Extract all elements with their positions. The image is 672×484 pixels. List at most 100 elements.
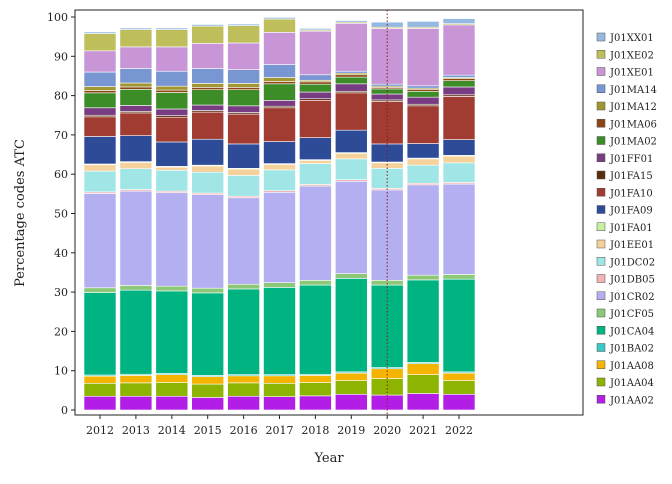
legend-swatch-J01AA02 [596, 395, 606, 404]
legend-label-J01CA04: J01CA04 [609, 326, 654, 337]
bar-segment-J01FA09-2012 [83, 136, 117, 165]
bar-segment-J01CF05-2018 [299, 280, 332, 286]
y-axis-title: Percentage codes ATC [13, 139, 28, 287]
bar-segment-J01XE01-2017 [263, 32, 296, 65]
y-tick-label: 70 [54, 129, 68, 142]
bar-segment-J01FF01-2017 [263, 100, 296, 107]
bar-segment-J01FA09-2015 [191, 138, 224, 166]
bar-segment-J01XE01-2019 [334, 22, 368, 72]
bar-segment-J01FA09-2016 [227, 143, 260, 169]
bar-segment-J01MA06-2013 [119, 86, 153, 90]
legend-label-J01AA04: J01AA04 [609, 378, 654, 389]
y-tick-label: 50 [54, 208, 68, 221]
bar-segment-J01XX01-2015 [191, 24, 224, 27]
bar-segment-J01XX01-2012 [83, 31, 117, 34]
bar-segment-J01XX01-2014 [155, 27, 189, 30]
legend-label-J01MA06: J01MA06 [609, 119, 657, 130]
bar-segment-J01MA12-2013 [119, 82, 153, 88]
bar-segment-J01AA04-2016 [227, 382, 260, 397]
bar-segment-J01XX01-2019 [334, 20, 368, 23]
bar-segment-J01CR02-2021 [406, 184, 440, 276]
legend-swatch-J01MA06 [596, 119, 606, 128]
y-tick-label: 30 [54, 286, 68, 299]
legend-swatch-J01FA09 [596, 205, 606, 214]
bar-segment-J01MA06-2012 [83, 90, 117, 94]
legend-swatch-J01FF01 [596, 153, 606, 162]
x-tick-label: 2018 [301, 424, 329, 437]
bar-segment-J01FA10-2015 [191, 111, 224, 140]
bar-segment-J01EE01-2012 [83, 164, 117, 172]
bar-segment-J01AA08-2022 [442, 372, 476, 381]
bar-segment-J01CA04-2019 [334, 278, 368, 373]
bar-segment-J01XE01-2012 [83, 50, 117, 73]
bar-segment-J01DC02-2013 [119, 168, 153, 190]
bar-segment-J01DC02-2014 [155, 169, 189, 192]
legend-label-J01XE02: J01XE02 [609, 50, 654, 61]
bar-segment-J01XE01-2021 [406, 28, 440, 87]
bar-segment-J01DC02-2018 [299, 163, 332, 185]
bar-segment-J01FF01-2014 [155, 108, 189, 116]
bar-segment-J01MA06-2018 [299, 81, 332, 85]
bar-segment-J01EE01-2022 [442, 155, 476, 164]
bar-segment-J01CA04-2012 [83, 292, 117, 376]
bar-segment-J01EE01-2015 [191, 165, 224, 173]
bar-segment-J01MA12-2015 [191, 83, 224, 88]
bar-segment-J01CA04-2018 [299, 284, 332, 375]
bar-segment-J01AA08-2015 [191, 376, 224, 385]
bar-segment-J01FA10-2016 [227, 113, 260, 145]
legend-label-J01DC02: J01DC02 [609, 257, 655, 268]
legend-swatch-J01CF05 [596, 308, 606, 318]
legend-label-J01CR02: J01CR02 [609, 292, 655, 303]
bar-segment-J01MA02-2022 [442, 80, 476, 88]
bar-segment-J01AA08-2019 [334, 372, 368, 381]
legend-label-J01MA12: J01MA12 [609, 102, 657, 113]
bar-segment-J01AA08-2012 [83, 375, 117, 384]
bar-segment-J01MA14-2017 [263, 64, 296, 78]
x-tick-label: 2020 [373, 424, 401, 437]
bar-segment-J01CA04-2022 [442, 278, 476, 373]
legend-label-J01XE01: J01XE01 [609, 68, 654, 79]
bar-segment-J01AA04-2015 [191, 383, 224, 398]
bar-segment-J01XX01-2013 [119, 27, 153, 30]
bar-segment-J01FF01-2016 [227, 105, 260, 113]
bar-segment-J01AA04-2021 [406, 374, 440, 394]
x-tick-label: 2021 [409, 424, 437, 437]
bar-segment-J01CR02-2017 [263, 191, 296, 283]
legend-swatch-J01AA04 [596, 377, 606, 387]
bar-segment-J01FA09-2019 [334, 129, 368, 153]
bar-segment-J01CR02-2016 [227, 197, 260, 285]
bar-segment-J01DC02-2021 [406, 164, 440, 184]
bar-segment-J01AA04-2019 [334, 380, 368, 395]
legend-swatch-J01FA10 [596, 188, 606, 197]
bar-segment-J01FA10-2013 [119, 112, 153, 136]
bar-segment-J01AA02-2013 [119, 395, 153, 411]
bar-segment-J01MA14-2014 [155, 70, 189, 87]
bar-segment-J01CR02-2015 [191, 194, 224, 289]
bar-segment-J01AA02-2014 [155, 395, 189, 411]
bar-segment-J01MA14-2012 [83, 71, 117, 87]
x-tick-label: 2013 [122, 424, 150, 437]
bar-segment-J01XE01-2016 [227, 42, 260, 70]
bar-segment-J01AA02-2016 [227, 395, 260, 411]
bar-segment-J01FF01-2019 [334, 83, 368, 92]
bar-segment-J01CF05-2012 [83, 287, 117, 293]
bar-segment-J01FF01-2018 [299, 91, 332, 100]
bar-segment-J01MA06-2015 [191, 87, 224, 91]
bar-segment-J01MA02-2012 [83, 92, 117, 109]
legend-label-J01BA02: J01BA02 [609, 344, 654, 355]
bar-segment-J01CF05-2016 [227, 283, 260, 290]
bar-segment-J01MA02-2014 [155, 92, 189, 110]
x-tick-label: 2022 [445, 424, 473, 437]
bar-segment-J01CR02-2013 [119, 190, 153, 286]
bar-segment-J01FA09-2022 [442, 139, 476, 156]
bar-segment-J01AA08-2020 [370, 368, 404, 379]
bar-segment-J01AA02-2019 [334, 393, 368, 411]
bar-segment-J01AA04-2014 [155, 382, 189, 397]
legend-label-J01AA08: J01AA08 [609, 361, 654, 372]
x-tick-label: 2012 [86, 424, 114, 437]
bar-segment-J01FA10-2019 [334, 92, 368, 131]
bar-segment-J01XX01-2021 [406, 21, 440, 28]
legend-swatch-J01CR02 [596, 291, 606, 300]
